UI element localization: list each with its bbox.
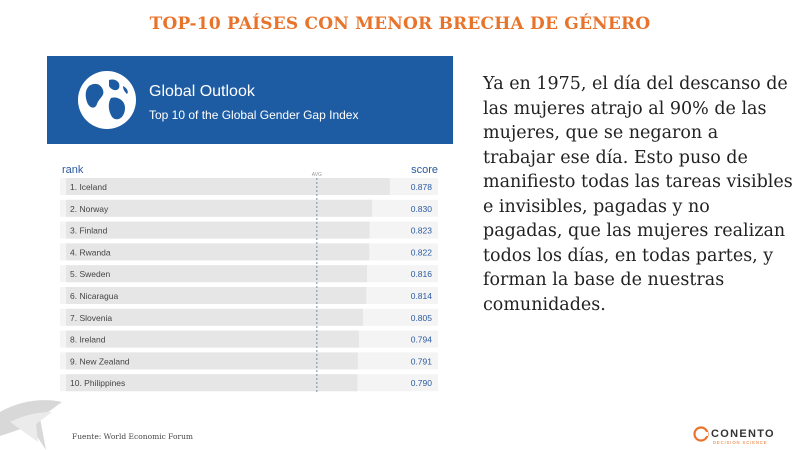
rank-label: 8. Ireland	[70, 335, 106, 345]
rank-label: 6. Nicaragua	[70, 291, 118, 301]
score-bar	[66, 308, 363, 326]
score-bar	[66, 243, 370, 261]
score-bar	[66, 265, 368, 283]
outlook-banner: Global Outlook Top 10 of the Global Gend…	[47, 56, 453, 144]
score-bar	[66, 221, 370, 239]
conento-logo: CONENTO DECISION SCIENCE	[693, 426, 775, 445]
globe-icon	[78, 71, 136, 129]
score-bar	[66, 374, 358, 392]
rank-label: 1. Iceland	[70, 182, 107, 192]
banner-subtitle: Top 10 of the Global Gender Gap Index	[149, 108, 359, 122]
logo-tagline: DECISION SCIENCE	[713, 440, 767, 445]
rank-label: 5. Sweden	[70, 269, 110, 279]
score-bar	[66, 199, 373, 217]
logo-name: CONENTO	[711, 428, 775, 440]
score-value: 0.822	[411, 247, 433, 257]
score-header: score	[411, 164, 438, 176]
rank-label: 10. Philippines	[70, 378, 125, 388]
score-value: 0.790	[411, 378, 433, 388]
rank-header: rank	[62, 164, 84, 176]
score-value: 0.814	[411, 291, 433, 301]
score-value: 0.805	[411, 313, 433, 323]
score-bar	[66, 352, 358, 370]
rank-label: 9. New Zealand	[70, 356, 130, 366]
score-value: 0.791	[411, 356, 433, 366]
gender-gap-chart: rank score AVG 1. Iceland 0.878 2. Norway 0.83…	[60, 164, 438, 392]
score-bar	[66, 178, 390, 195]
score-bar	[66, 287, 367, 304]
rank-label: 2. Norway	[70, 204, 109, 214]
rank-label: 3. Finland	[70, 226, 108, 236]
score-value: 0.878	[411, 182, 433, 192]
source-note: Fuente: World Economic Forum	[72, 432, 194, 441]
decorative-arrow-shape	[0, 400, 62, 450]
body-text: Ya en 1975, el día del descanso de las m…	[483, 74, 793, 315]
banner-title: Global Outlook	[149, 83, 255, 100]
slide-title: TOP-10 PAÍSES CON MENOR BRECHA DE GÉNERO	[149, 14, 651, 34]
conento-c-icon	[693, 426, 709, 442]
score-value: 0.816	[411, 269, 433, 279]
score-value: 0.794	[411, 335, 433, 345]
score-value: 0.823	[411, 226, 433, 236]
avg-label: AVG	[312, 172, 322, 178]
rank-label: 4. Rwanda	[70, 247, 111, 257]
score-value: 0.830	[411, 204, 433, 214]
score-bar	[66, 330, 359, 348]
rank-label: 7. Slovenia	[70, 313, 112, 323]
